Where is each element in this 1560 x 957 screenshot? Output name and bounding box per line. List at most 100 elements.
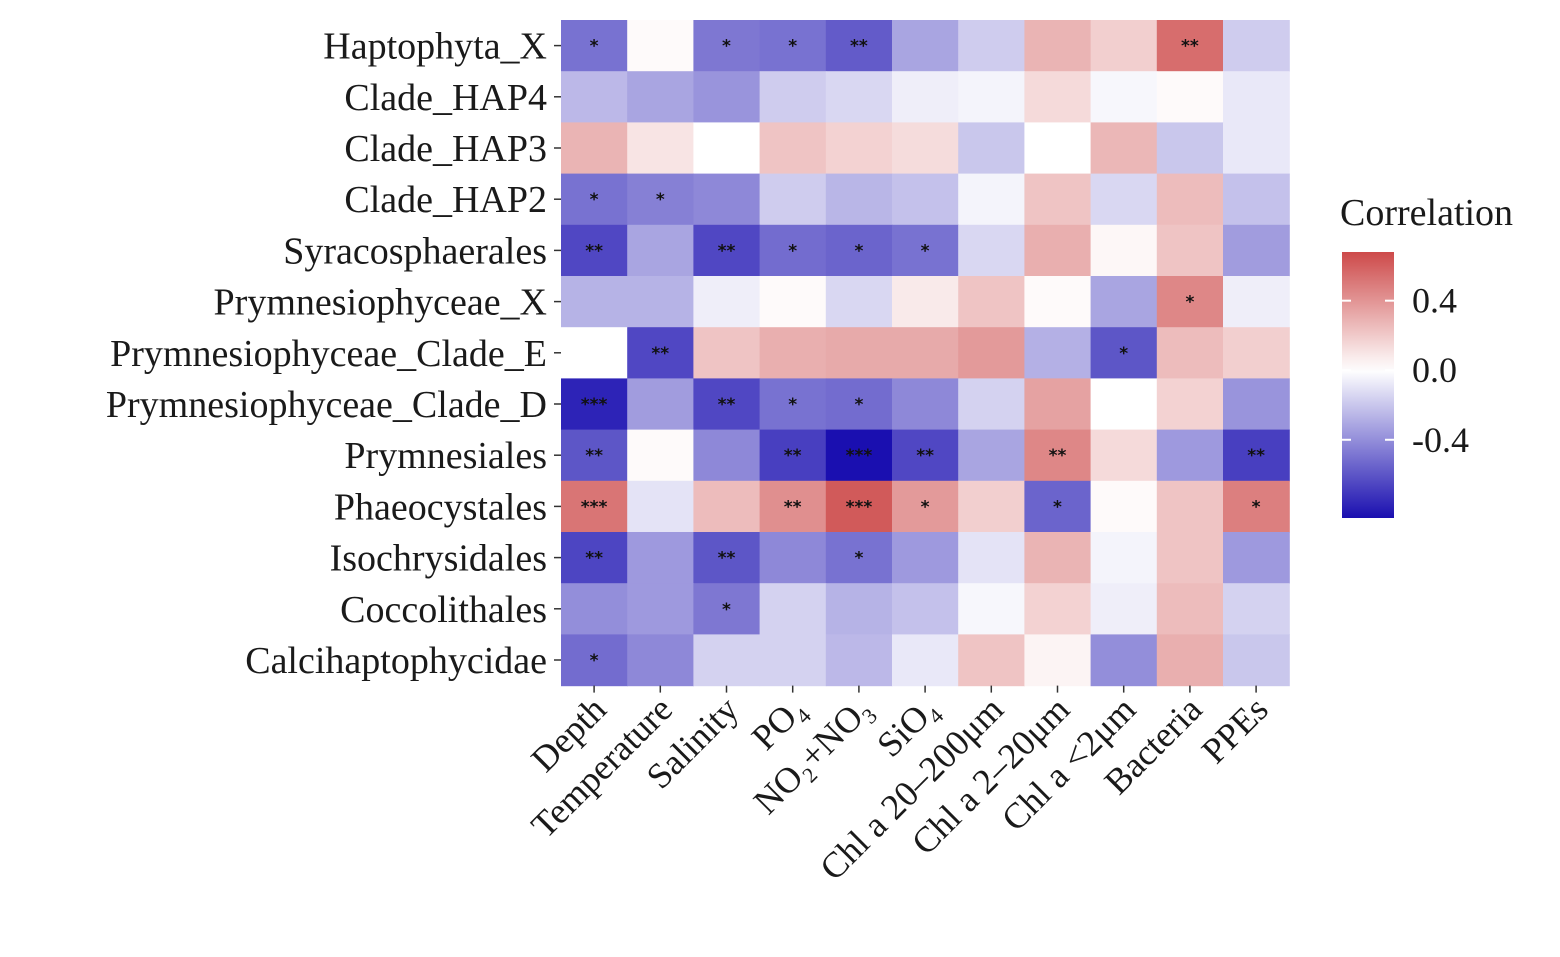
significance-marker: * xyxy=(1053,497,1062,517)
significance-marker: *** xyxy=(846,446,873,466)
significance-marker: *** xyxy=(846,497,873,517)
heatmap-cell xyxy=(1090,583,1158,635)
significance-marker: ** xyxy=(585,446,603,466)
heatmap-cell xyxy=(627,122,694,175)
heatmap-cell xyxy=(825,634,893,687)
column-labels: DepthTemperatureSalinityPO4NO₂+NO3SiO4Ch… xyxy=(523,689,1275,888)
heatmap-cell xyxy=(892,429,959,482)
heatmap-cell xyxy=(759,327,827,379)
heatmap-cell xyxy=(1090,122,1158,175)
significance-marker: * xyxy=(921,497,930,517)
heatmap-cell xyxy=(825,378,893,431)
row-label: Calcihaptophycidae xyxy=(245,640,547,682)
heatmap-cell xyxy=(561,122,628,175)
heatmap-cell xyxy=(627,583,694,635)
heatmap-cell xyxy=(825,480,893,533)
heatmap-cell xyxy=(825,276,893,328)
heatmap-cell xyxy=(561,429,628,482)
heatmap-cell xyxy=(759,20,827,72)
heatmap-cell xyxy=(561,532,628,584)
heatmap-cell xyxy=(759,71,827,123)
heatmap-cell xyxy=(958,634,1025,687)
column-tick-marks xyxy=(593,685,1257,693)
significance-marker: ** xyxy=(585,241,603,261)
heatmap-cell xyxy=(627,20,694,72)
heatmap-cell xyxy=(1223,480,1290,533)
heatmap-cell xyxy=(693,327,761,379)
heatmap-cell xyxy=(1156,122,1224,175)
heatmap-cell xyxy=(1024,71,1092,123)
significance-marker: * xyxy=(722,600,731,620)
heatmap-cell xyxy=(627,327,694,379)
heatmap-cell xyxy=(1156,71,1224,123)
heatmap-cell xyxy=(627,71,694,123)
significance-marker: * xyxy=(1252,497,1261,517)
heatmap-cell xyxy=(825,173,893,226)
heatmap-cell xyxy=(1024,327,1092,379)
row-label: Phaeocystales xyxy=(334,486,547,528)
heatmap-cell xyxy=(561,224,628,277)
heatmap-cell xyxy=(1090,224,1158,277)
significance-marker: * xyxy=(590,190,599,210)
heatmap-cell xyxy=(958,583,1025,635)
row-label: Clade_HAP4 xyxy=(344,77,547,119)
significance-marker: *** xyxy=(581,395,608,415)
heatmap-cell xyxy=(1090,429,1158,482)
legend-tick-label: 0.4 xyxy=(1412,281,1457,321)
heatmap-cell xyxy=(627,532,694,584)
heatmap-cell xyxy=(627,276,694,328)
heatmap-cell xyxy=(1090,276,1158,328)
heatmap-cell xyxy=(1090,71,1158,123)
heatmap-cell xyxy=(958,71,1025,123)
row-label: Prymnesiophyceae_Clade_E xyxy=(110,333,547,375)
heatmap-cell xyxy=(892,71,959,123)
heatmap-cell xyxy=(1223,71,1290,123)
legend-tick-label: 0.0 xyxy=(1412,350,1457,390)
significance-marker: * xyxy=(788,241,797,261)
significance-marker: ** xyxy=(1181,37,1199,57)
significance-marker: ** xyxy=(1247,446,1265,466)
heatmap-cell xyxy=(958,378,1025,431)
row-label: Prymnesiales xyxy=(344,435,547,477)
row-label: Haptophyta_X xyxy=(323,26,547,68)
heatmap-cell xyxy=(1156,480,1224,533)
heatmap-cell xyxy=(892,583,959,635)
heatmap-cell xyxy=(759,480,827,533)
legend-ticks: 0.4 0.0 -0.4 xyxy=(1342,281,1469,460)
heatmap-cell xyxy=(693,71,761,123)
heatmap-cell xyxy=(892,532,959,584)
heatmap-cell xyxy=(1223,20,1290,72)
heatmap-cell xyxy=(1024,480,1092,533)
significance-marker: ** xyxy=(585,549,603,569)
row-label: Isochrysidales xyxy=(330,538,547,580)
heatmap-cell xyxy=(1223,378,1290,431)
row-label: Clade_HAP3 xyxy=(344,128,547,170)
heatmap-cell xyxy=(1090,327,1158,379)
heatmap-cell xyxy=(825,122,893,175)
significance-marker: * xyxy=(788,37,797,57)
heatmap-cell xyxy=(1223,327,1290,379)
heatmap-cell xyxy=(958,532,1025,584)
significance-marker: * xyxy=(1119,344,1128,364)
heatmap-cell xyxy=(1223,224,1290,277)
significance-marker: ** xyxy=(850,37,868,57)
heatmap-cell xyxy=(693,20,761,72)
heatmap-cell xyxy=(627,634,694,687)
heatmap-cell xyxy=(759,276,827,328)
heatmap-cell xyxy=(892,480,959,533)
heatmap-cell xyxy=(693,532,761,584)
heatmap-cell xyxy=(1156,634,1224,687)
heatmap-cell xyxy=(1156,173,1224,226)
significance-marker: * xyxy=(722,37,731,57)
heatmap-cell xyxy=(1156,583,1224,635)
heatmap-cell xyxy=(759,122,827,175)
significance-marker: ** xyxy=(718,549,736,569)
heatmap-cell xyxy=(1090,532,1158,584)
significance-marker: *** xyxy=(581,497,608,517)
heatmap-cell xyxy=(825,20,893,72)
heatmap-cell xyxy=(759,224,827,277)
heatmap-cell xyxy=(759,532,827,584)
heatmap-cell xyxy=(759,429,827,482)
heatmap-cell xyxy=(892,224,959,277)
